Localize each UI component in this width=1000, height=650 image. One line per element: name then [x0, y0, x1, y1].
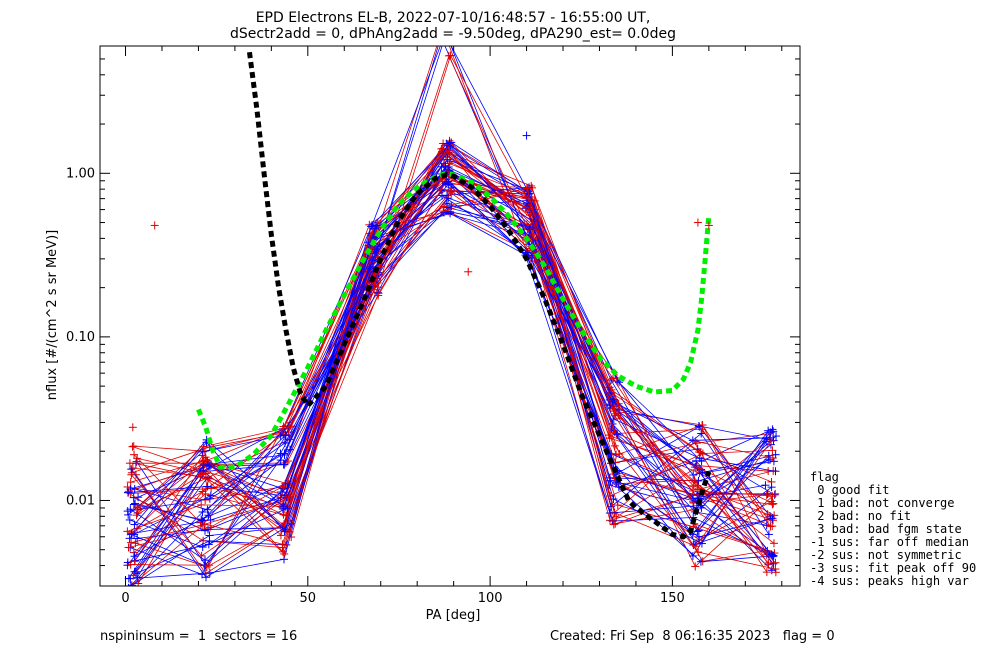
- spectrum-line: [135, 175, 766, 568]
- flag-legend: flag 0 good fit 1 bad: not converge 2 ba…: [810, 470, 976, 588]
- x-tick-label: 150: [660, 591, 685, 606]
- y-tick-label: 0.10: [66, 330, 95, 345]
- legend-entry: -2 sus: not symmetric: [810, 548, 962, 562]
- legend-entry: 1 bad: not converge: [810, 496, 955, 510]
- footer-right-info: Created: Fri Sep 8 06:16:35 2023 flag = …: [550, 629, 835, 644]
- spectrum-line: [134, 212, 767, 561]
- spectrum-series: [127, 144, 772, 560]
- legend-entry: -3 sus: fit peak off 90: [810, 561, 976, 575]
- spectrum-line: [133, 144, 777, 532]
- spectrum-series: [124, 177, 770, 503]
- spectrum-series: [131, 191, 775, 525]
- spectrum-series: [124, 185, 780, 552]
- x-axis-ticks: 0 50 100 150: [121, 46, 783, 606]
- spectrum-series: [131, 172, 770, 571]
- green-fit-curve: [196, 170, 712, 470]
- spectrum-line: [132, 153, 777, 573]
- spectrum-series: [133, 173, 773, 569]
- spectrum-line: [132, 187, 774, 576]
- x-tick-label: 0: [121, 591, 129, 606]
- chart-title-line2: dSectr2add = 0, dPhAng2add = -9.50deg, d…: [230, 26, 676, 42]
- legend-entry: -4 sus: peaks high var: [810, 574, 969, 588]
- spectrum-line: [135, 190, 769, 572]
- legend-title: flag: [810, 470, 839, 484]
- legend-entry: 0 good fit: [810, 483, 889, 497]
- y-axis-ticks: 0.01 0.10 1.00: [66, 45, 800, 587]
- spectrum-line: [130, 162, 774, 521]
- spectrum-line: [133, 148, 776, 570]
- spectrum-line: [127, 181, 766, 499]
- legend-entry: 2 bad: no fit: [810, 509, 911, 523]
- spectrum-line: [133, 174, 769, 564]
- spectrum-series: [129, 183, 778, 580]
- spectra-lines: [123, 46, 781, 586]
- spectrum-line: [136, 171, 767, 555]
- chart-title-line1: EPD Electrons EL-B, 2022-07-10/16:48:57 …: [256, 10, 651, 26]
- spectrum-line: [130, 186, 773, 561]
- spectrum-series: [128, 149, 780, 577]
- y-tick-label: 0.01: [66, 493, 95, 508]
- spectrum-line: [137, 178, 767, 556]
- spectrum-series: [127, 51, 772, 547]
- x-tick-label: 50: [300, 591, 317, 606]
- spectrum-series: [130, 139, 771, 548]
- black-fit-curve: [246, 51, 712, 540]
- x-axis-label: PA [deg]: [426, 608, 481, 623]
- spectrum-series: [130, 162, 780, 539]
- spectrum-line: [130, 173, 773, 578]
- spectrum-line: [127, 153, 771, 563]
- spectrum-line: [135, 46, 773, 533]
- spectrum-line: [127, 46, 776, 566]
- x-tick-label: 100: [478, 591, 503, 606]
- fit-curves: [196, 51, 712, 540]
- spectrum-series: [132, 167, 771, 558]
- y-axis-label: nflux [#/(cm^2 s sr MeV)]: [45, 230, 60, 400]
- spectrum-line: [130, 161, 775, 544]
- legend-entry: 3 bad: bad fgm state: [810, 522, 962, 536]
- legend-entry: -1 sus: far off median: [810, 535, 969, 549]
- footer-left-info: nspininsum = 1 sectors = 16: [100, 629, 297, 644]
- outlier-points: [128, 131, 713, 432]
- spectrum-series: [127, 203, 778, 586]
- y-tick-label: 1.00: [66, 166, 95, 181]
- plot-frame: [99, 45, 801, 587]
- spectrum-line: [131, 46, 775, 535]
